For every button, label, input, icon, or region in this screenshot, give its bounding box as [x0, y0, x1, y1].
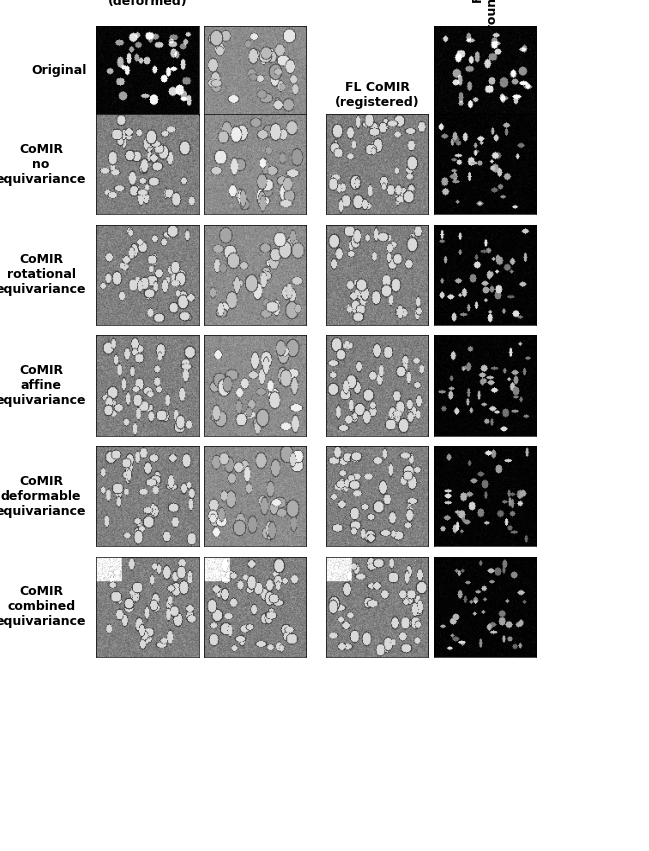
Text: CoMIR
rotational
equivariance: CoMIR rotational equivariance	[0, 254, 86, 296]
Text: CoMIR
combined
equivariance: CoMIR combined equivariance	[0, 585, 86, 628]
Text: FL CoMIR
(registered): FL CoMIR (registered)	[335, 82, 419, 109]
Text: FL
(deformed): FL (deformed)	[108, 0, 187, 8]
Text: Original: Original	[31, 64, 86, 77]
Text: CoMIR
no
equivariance: CoMIR no equivariance	[0, 143, 86, 186]
Text: FL
(ground truth): FL (ground truth)	[471, 0, 499, 44]
Text: CoMIR
affine
equivariance: CoMIR affine equivariance	[0, 364, 86, 407]
Text: CoMIR
deformable
equivariance: CoMIR deformable equivariance	[0, 475, 86, 517]
Text: FL
(registered): FL (registered)	[443, 82, 527, 109]
